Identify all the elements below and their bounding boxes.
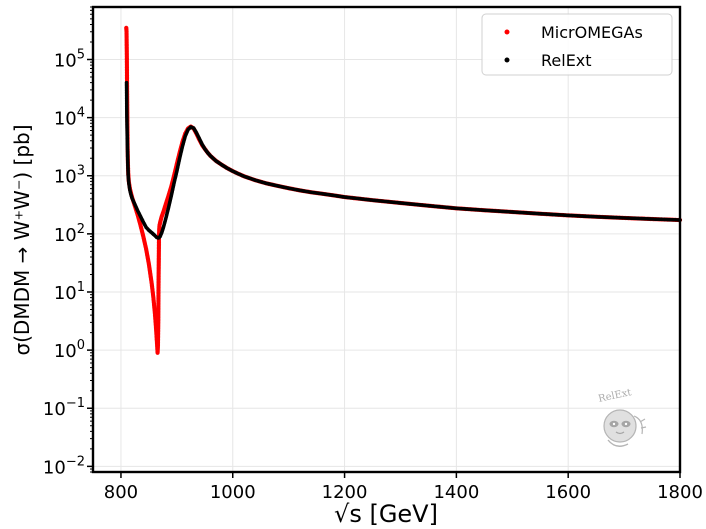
x-tick-label: 1600 [545, 482, 591, 503]
x-tick-label: 1400 [433, 482, 479, 503]
relext-sloth-logo: RelExt [597, 387, 647, 447]
series-relext [124, 80, 682, 240]
legend-label-micromegas: MicrOMEGAs [541, 23, 643, 42]
plot-frame [91, 5, 682, 474]
y-tick-label: 10−2 [43, 454, 85, 478]
x-tick-label: 1000 [210, 482, 256, 503]
y-tick-label: 104 [54, 106, 85, 130]
legend-box [481, 13, 673, 76]
y-tick-label: 100 [54, 338, 85, 362]
y-tick-label: 105 [54, 47, 85, 71]
y-axis-label: σ(DMDM → W⁺W⁻) [pb] [10, 124, 34, 355]
x-tick-label: 1800 [657, 482, 703, 503]
legend-marker-relext [504, 57, 510, 63]
y-tick-label: 101 [54, 280, 85, 304]
y-axis-ticks: 10−2 10−1 100 101 102 103 104 105 [43, 6, 93, 478]
legend-marker-micromegas [504, 29, 510, 35]
legend: MicrOMEGAs RelExt [481, 13, 673, 76]
x-tick-label: 800 [104, 482, 138, 503]
legend-label-relext: RelExt [541, 51, 592, 70]
logo-text: RelExt [597, 387, 632, 405]
grid [93, 7, 681, 472]
x-tick-label: 1200 [322, 482, 368, 503]
y-tick-label: 10−1 [43, 396, 85, 420]
series-layer [124, 25, 683, 355]
x-axis-label: √s [GeV] [334, 500, 438, 528]
y-tick-label: 103 [54, 164, 85, 188]
x-axis-ticks: 800 1000 1200 1400 1600 1800 [104, 472, 703, 503]
y-tick-label: 102 [54, 222, 85, 246]
